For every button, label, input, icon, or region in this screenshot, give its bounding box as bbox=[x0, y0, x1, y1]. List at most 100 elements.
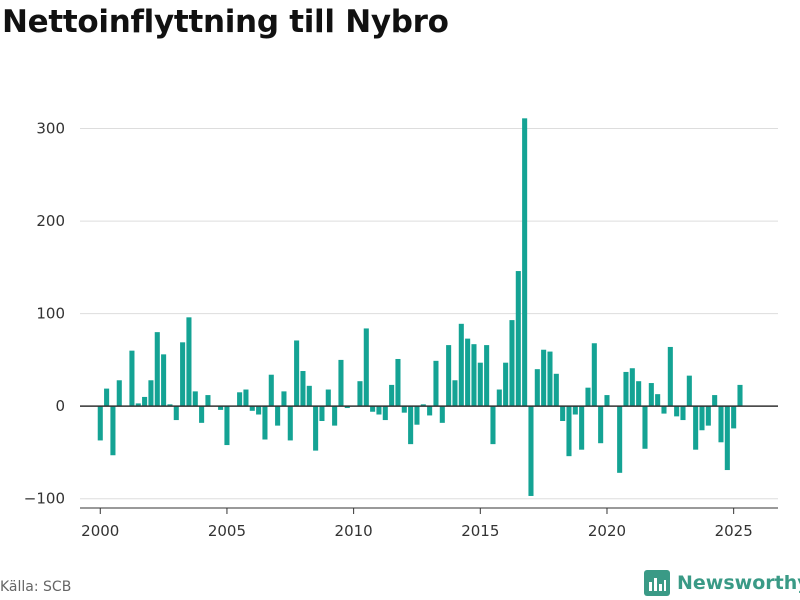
bar bbox=[712, 395, 718, 407]
bar bbox=[370, 406, 376, 412]
bar bbox=[249, 406, 255, 411]
bar bbox=[167, 404, 173, 407]
bar bbox=[686, 375, 692, 407]
bar bbox=[237, 392, 243, 407]
bar bbox=[332, 406, 338, 426]
bar bbox=[731, 406, 737, 429]
bar bbox=[186, 317, 192, 407]
bar bbox=[572, 406, 578, 415]
bar bbox=[427, 406, 433, 416]
newsworthy-icon bbox=[644, 570, 670, 596]
bar bbox=[636, 381, 642, 407]
bar bbox=[439, 406, 445, 423]
bar bbox=[503, 362, 509, 407]
bar bbox=[522, 118, 528, 407]
bar bbox=[617, 406, 623, 473]
bar bbox=[693, 406, 699, 450]
bar bbox=[433, 360, 439, 407]
bar bbox=[465, 338, 471, 407]
bar bbox=[509, 320, 515, 407]
bar bbox=[104, 388, 110, 407]
bar bbox=[281, 391, 287, 407]
bar bbox=[471, 344, 477, 407]
bar bbox=[161, 354, 167, 407]
bar bbox=[642, 406, 648, 449]
bar bbox=[199, 406, 205, 423]
bar bbox=[275, 406, 281, 426]
y-tick-label: 0 bbox=[55, 397, 65, 415]
gridlines bbox=[80, 128, 778, 500]
bar bbox=[541, 349, 547, 407]
bar bbox=[173, 406, 179, 421]
bar bbox=[420, 404, 426, 407]
bar bbox=[477, 362, 483, 407]
bar bbox=[376, 406, 382, 415]
newsworthy-logo: Newsworthy bbox=[644, 570, 800, 596]
bar bbox=[218, 406, 224, 410]
bar bbox=[484, 345, 490, 407]
x-tick-label: 2000 bbox=[81, 522, 119, 540]
bar bbox=[705, 406, 711, 426]
bar bbox=[674, 406, 680, 417]
bar bbox=[585, 387, 591, 407]
bar bbox=[97, 406, 103, 441]
bar bbox=[655, 394, 661, 407]
x-tick-label: 2005 bbox=[208, 522, 246, 540]
bar bbox=[496, 389, 502, 407]
bar bbox=[401, 406, 407, 413]
bar bbox=[287, 406, 293, 441]
chart-title: Nettoinflyttning till Nybro bbox=[2, 4, 449, 40]
bar bbox=[724, 406, 730, 471]
bars bbox=[97, 118, 743, 496]
bar bbox=[452, 380, 458, 407]
bar bbox=[591, 343, 597, 407]
bar bbox=[579, 406, 585, 450]
bar bbox=[534, 369, 540, 407]
bar bbox=[154, 332, 160, 407]
bar bbox=[110, 406, 116, 456]
bar bbox=[363, 328, 369, 407]
bar bbox=[300, 371, 306, 407]
bar bbox=[566, 406, 572, 457]
logo-text: Newsworthy bbox=[677, 572, 800, 594]
bar bbox=[344, 406, 350, 409]
bar bbox=[205, 395, 211, 407]
bar bbox=[490, 406, 496, 445]
y-tick-labels: −100 0 100 200 300 bbox=[24, 120, 65, 508]
bar bbox=[243, 389, 249, 407]
bar bbox=[553, 373, 559, 407]
y-tick-label: 300 bbox=[36, 120, 65, 138]
bar bbox=[313, 406, 319, 451]
bar bbox=[408, 406, 414, 445]
x-tick-label: 2010 bbox=[335, 522, 373, 540]
bar bbox=[515, 271, 521, 407]
bar bbox=[382, 406, 388, 421]
x-tick-label: 2020 bbox=[588, 522, 626, 540]
x-tick-labels: 2000 2005 2010 2015 2020 2025 bbox=[81, 508, 753, 540]
bar bbox=[180, 342, 186, 407]
bar bbox=[414, 406, 420, 425]
bar bbox=[224, 406, 230, 446]
bar bbox=[598, 406, 604, 444]
bar bbox=[338, 359, 344, 407]
bar bbox=[528, 406, 534, 496]
bar bbox=[325, 389, 331, 407]
bar bbox=[604, 395, 610, 407]
y-tick-label: −100 bbox=[24, 490, 65, 508]
bar bbox=[547, 351, 553, 407]
bar bbox=[446, 345, 452, 407]
y-tick-label: 200 bbox=[36, 212, 65, 230]
bar bbox=[648, 383, 654, 407]
bar bbox=[357, 381, 363, 407]
bar bbox=[262, 406, 268, 440]
bar bbox=[389, 384, 395, 407]
bar bbox=[623, 371, 629, 407]
bar bbox=[142, 396, 148, 407]
bar bbox=[135, 403, 141, 407]
bar bbox=[268, 374, 274, 407]
bar bbox=[629, 368, 635, 407]
bar bbox=[661, 406, 667, 414]
bar bbox=[192, 391, 198, 407]
bar bbox=[256, 406, 262, 415]
